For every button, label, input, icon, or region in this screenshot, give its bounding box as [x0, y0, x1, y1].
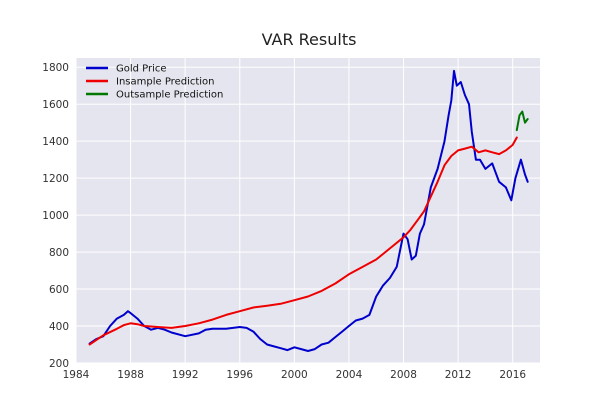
series-line-1	[88, 69, 529, 352]
x-tick-label: 1984	[63, 369, 90, 381]
y-tick-label: 1000	[42, 210, 69, 222]
legend-label: Insample Prediction	[116, 77, 215, 88]
x-tick-label: 2016	[499, 369, 526, 381]
legend-label: Outsample Prediction	[116, 90, 223, 101]
x-tick-label: 1988	[117, 369, 144, 381]
x-tick-label: 2004	[336, 369, 363, 381]
x-tick-label: 1996	[226, 369, 253, 381]
chart-title: VAR Results	[262, 30, 357, 49]
y-tick-label: 600	[49, 284, 69, 296]
y-tick-label: 200	[49, 358, 69, 370]
y-tick-label: 1800	[42, 62, 69, 74]
y-tick-label: 800	[49, 247, 69, 259]
legend-label: Gold Price	[116, 64, 167, 75]
x-tick-label: 2000	[281, 369, 308, 381]
x-tick-label: 2012	[445, 369, 472, 381]
plot-area: 1984 1988 1992 1996 2000 2004 2008 2012 2016 200 4…	[42, 58, 540, 381]
series-line-2	[88, 136, 518, 346]
plot-background	[76, 58, 540, 363]
y-tick-label: 400	[49, 321, 69, 333]
y-tick-label: 1200	[42, 173, 69, 185]
x-tick-label: 1992	[172, 369, 199, 381]
legend: Gold Price Insample Prediction Outsample P…	[86, 64, 223, 101]
x-tick-label: 2008	[390, 369, 417, 381]
series-line-3	[515, 110, 529, 132]
y-tick-label: 1600	[42, 99, 69, 111]
y-tick-label: 1400	[42, 136, 69, 148]
